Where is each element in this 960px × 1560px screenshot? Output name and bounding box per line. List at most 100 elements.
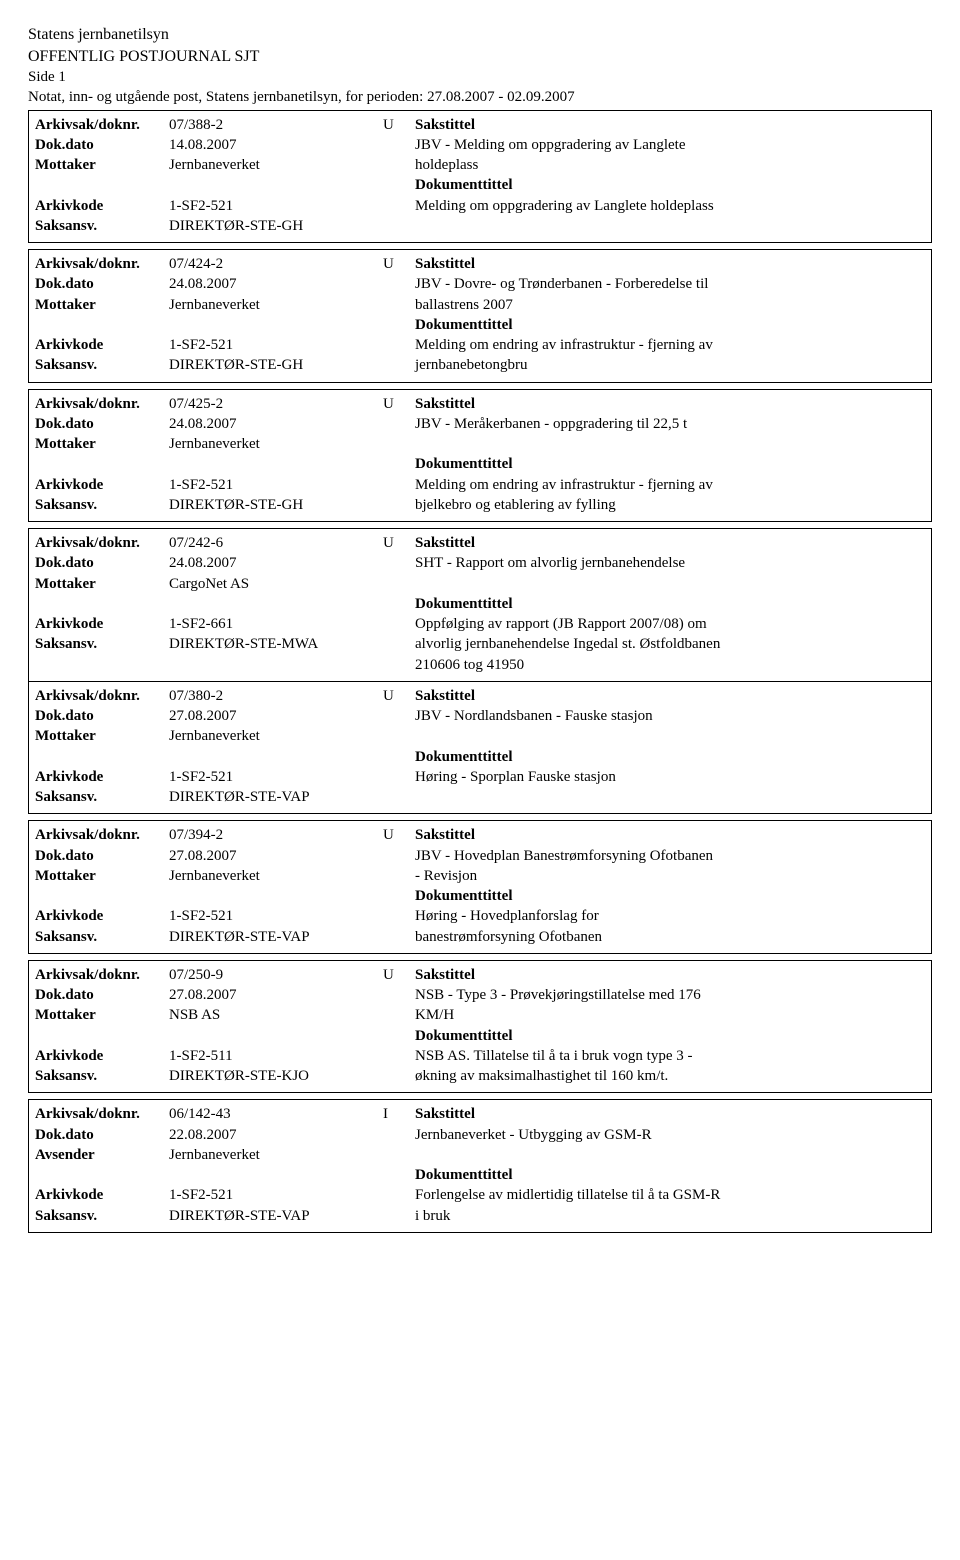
sakstittel-text: SHT - Rapport om alvorlig jernbanehendel… bbox=[415, 553, 925, 573]
arkivkode-value: 1-SF2-521 bbox=[169, 475, 379, 495]
sakstittel-text: KM/H bbox=[415, 1005, 925, 1025]
dokdato-value: 27.08.2007 bbox=[169, 846, 379, 866]
saksansv-value: DIREKTØR-STE-KJO bbox=[169, 1066, 379, 1086]
dokdato-label: Dok.dato bbox=[35, 706, 165, 726]
page-number: Side 1 bbox=[28, 67, 932, 87]
arkivkode-label: Arkivkode bbox=[35, 1046, 165, 1066]
direction-value: U bbox=[383, 825, 411, 845]
dokumenttittel-label: Dokumenttittel bbox=[415, 1165, 925, 1185]
dokumenttittel-text: Oppfølging av rapport (JB Rapport 2007/0… bbox=[415, 614, 925, 634]
journal-entry: Arkivsak/doknr.07/250-9USakstittelDok.da… bbox=[28, 960, 932, 1094]
saksansv-value: DIREKTØR-STE-VAP bbox=[169, 1206, 379, 1226]
journal-entry: Arkivsak/doknr.06/142-43ISakstittelDok.d… bbox=[28, 1099, 932, 1233]
party-value: NSB AS bbox=[169, 1005, 379, 1025]
dokumenttittel-text: i bruk bbox=[415, 1206, 925, 1226]
dokumenttittel-label: Dokumenttittel bbox=[415, 747, 925, 767]
sakstittel-text: JBV - Hovedplan Banestrømforsyning Ofotb… bbox=[415, 846, 925, 866]
arkivkode-value: 1-SF2-521 bbox=[169, 196, 379, 216]
dokdato-label: Dok.dato bbox=[35, 846, 165, 866]
sakstittel-text: JBV - Melding om oppgradering av Langlet… bbox=[415, 135, 925, 155]
saksansv-value: DIREKTØR-STE-GH bbox=[169, 495, 379, 515]
arkivsak-value: 07/425-2 bbox=[169, 394, 379, 414]
dokdato-label: Dok.dato bbox=[35, 1125, 165, 1145]
direction-value: I bbox=[383, 1104, 411, 1124]
sakstittel-text: ballastrens 2007 bbox=[415, 295, 925, 315]
sakstittel-text: - Revisjon bbox=[415, 866, 925, 886]
saksansv-label: Saksansv. bbox=[35, 1206, 165, 1226]
arkivsak-value: 07/250-9 bbox=[169, 965, 379, 985]
sakstittel-label: Sakstittel bbox=[415, 115, 925, 135]
arkivsak-value: 06/142-43 bbox=[169, 1104, 379, 1124]
sakstittel-label: Sakstittel bbox=[415, 394, 925, 414]
arkivsak-value: 07/424-2 bbox=[169, 254, 379, 274]
dokumenttittel-text: alvorlig jernbanehendelse Ingedal st. Øs… bbox=[415, 634, 925, 654]
dokdato-value: 24.08.2007 bbox=[169, 414, 379, 434]
dokumenttittel-label: Dokumenttittel bbox=[415, 454, 925, 474]
dokumenttittel-text: økning av maksimalhastighet til 160 km/t… bbox=[415, 1066, 925, 1086]
saksansv-label: Saksansv. bbox=[35, 495, 165, 515]
arkivsak-value: 07/388-2 bbox=[169, 115, 379, 135]
party-label: Mottaker bbox=[35, 866, 165, 886]
arkivsak-label: Arkivsak/doknr. bbox=[35, 115, 165, 135]
dokdato-label: Dok.dato bbox=[35, 135, 165, 155]
arkivkode-label: Arkivkode bbox=[35, 475, 165, 495]
dokumenttittel-label: Dokumenttittel bbox=[415, 886, 925, 906]
saksansv-value: DIREKTØR-STE-GH bbox=[169, 216, 379, 236]
dokdato-value: 14.08.2007 bbox=[169, 135, 379, 155]
party-label: Mottaker bbox=[35, 726, 165, 746]
arkivkode-label: Arkivkode bbox=[35, 767, 165, 787]
dokumenttittel-text: Høring - Hovedplanforslag for bbox=[415, 906, 925, 926]
journal-entry: Arkivsak/doknr.07/380-2USakstittelDok.da… bbox=[28, 682, 932, 815]
arkivsak-label: Arkivsak/doknr. bbox=[35, 965, 165, 985]
arkivkode-label: Arkivkode bbox=[35, 1185, 165, 1205]
party-value: Jernbaneverket bbox=[169, 295, 379, 315]
arkivkode-value: 1-SF2-661 bbox=[169, 614, 379, 634]
party-value: Jernbaneverket bbox=[169, 866, 379, 886]
sakstittel-label: Sakstittel bbox=[415, 254, 925, 274]
journal-entry: Arkivsak/doknr.07/425-2USakstittelDok.da… bbox=[28, 389, 932, 523]
dokdato-value: 24.08.2007 bbox=[169, 274, 379, 294]
party-label: Mottaker bbox=[35, 1005, 165, 1025]
arkivkode-label: Arkivkode bbox=[35, 614, 165, 634]
journal-entry: Arkivsak/doknr.07/424-2USakstittelDok.da… bbox=[28, 249, 932, 383]
dokumenttittel-label: Dokumenttittel bbox=[415, 1026, 925, 1046]
party-value: Jernbaneverket bbox=[169, 155, 379, 175]
journal-entry: Arkivsak/doknr.07/388-2USakstittelDok.da… bbox=[28, 110, 932, 244]
saksansv-label: Saksansv. bbox=[35, 787, 165, 807]
dokdato-value: 24.08.2007 bbox=[169, 553, 379, 573]
saksansv-value: DIREKTØR-STE-GH bbox=[169, 355, 379, 375]
dokumenttittel-text: 210606 tog 41950 bbox=[415, 655, 925, 675]
saksansv-label: Saksansv. bbox=[35, 1066, 165, 1086]
sakstittel-label: Sakstittel bbox=[415, 533, 925, 553]
dokdato-value: 22.08.2007 bbox=[169, 1125, 379, 1145]
dokumenttittel-text: Melding om endring av infrastruktur - fj… bbox=[415, 475, 925, 495]
arkivsak-value: 07/380-2 bbox=[169, 686, 379, 706]
party-label: Mottaker bbox=[35, 434, 165, 454]
dokumenttittel-text: Forlengelse av midlertidig tillatelse ti… bbox=[415, 1185, 925, 1205]
sakstittel-text: JBV - Nordlandsbanen - Fauske stasjon bbox=[415, 706, 925, 726]
arkivkode-value: 1-SF2-521 bbox=[169, 906, 379, 926]
arkivkode-value: 1-SF2-511 bbox=[169, 1046, 379, 1066]
dokumenttittel-text: Høring - Sporplan Fauske stasjon bbox=[415, 767, 925, 787]
sakstittel-label: Sakstittel bbox=[415, 825, 925, 845]
arkivkode-label: Arkivkode bbox=[35, 335, 165, 355]
party-label: Mottaker bbox=[35, 295, 165, 315]
dokumenttittel-label: Dokumenttittel bbox=[415, 315, 925, 335]
saksansv-label: Saksansv. bbox=[35, 355, 165, 375]
arkivkode-label: Arkivkode bbox=[35, 196, 165, 216]
party-label: Avsender bbox=[35, 1145, 165, 1165]
dokdato-label: Dok.dato bbox=[35, 985, 165, 1005]
page-header: Statens jernbanetilsyn OFFENTLIG POSTJOU… bbox=[28, 24, 932, 108]
direction-value: U bbox=[383, 533, 411, 553]
dokumenttittel-label: Dokumenttittel bbox=[415, 594, 925, 614]
dokumenttittel-text: banestrømforsyning Ofotbanen bbox=[415, 927, 925, 947]
saksansv-value: DIREKTØR-STE-VAP bbox=[169, 927, 379, 947]
saksansv-value: DIREKTØR-STE-VAP bbox=[169, 787, 379, 807]
arkivsak-value: 07/394-2 bbox=[169, 825, 379, 845]
party-value: CargoNet AS bbox=[169, 574, 379, 594]
sakstittel-label: Sakstittel bbox=[415, 686, 925, 706]
dokdato-value: 27.08.2007 bbox=[169, 985, 379, 1005]
arkivsak-label: Arkivsak/doknr. bbox=[35, 394, 165, 414]
arkivsak-label: Arkivsak/doknr. bbox=[35, 1104, 165, 1124]
dokdato-label: Dok.dato bbox=[35, 274, 165, 294]
